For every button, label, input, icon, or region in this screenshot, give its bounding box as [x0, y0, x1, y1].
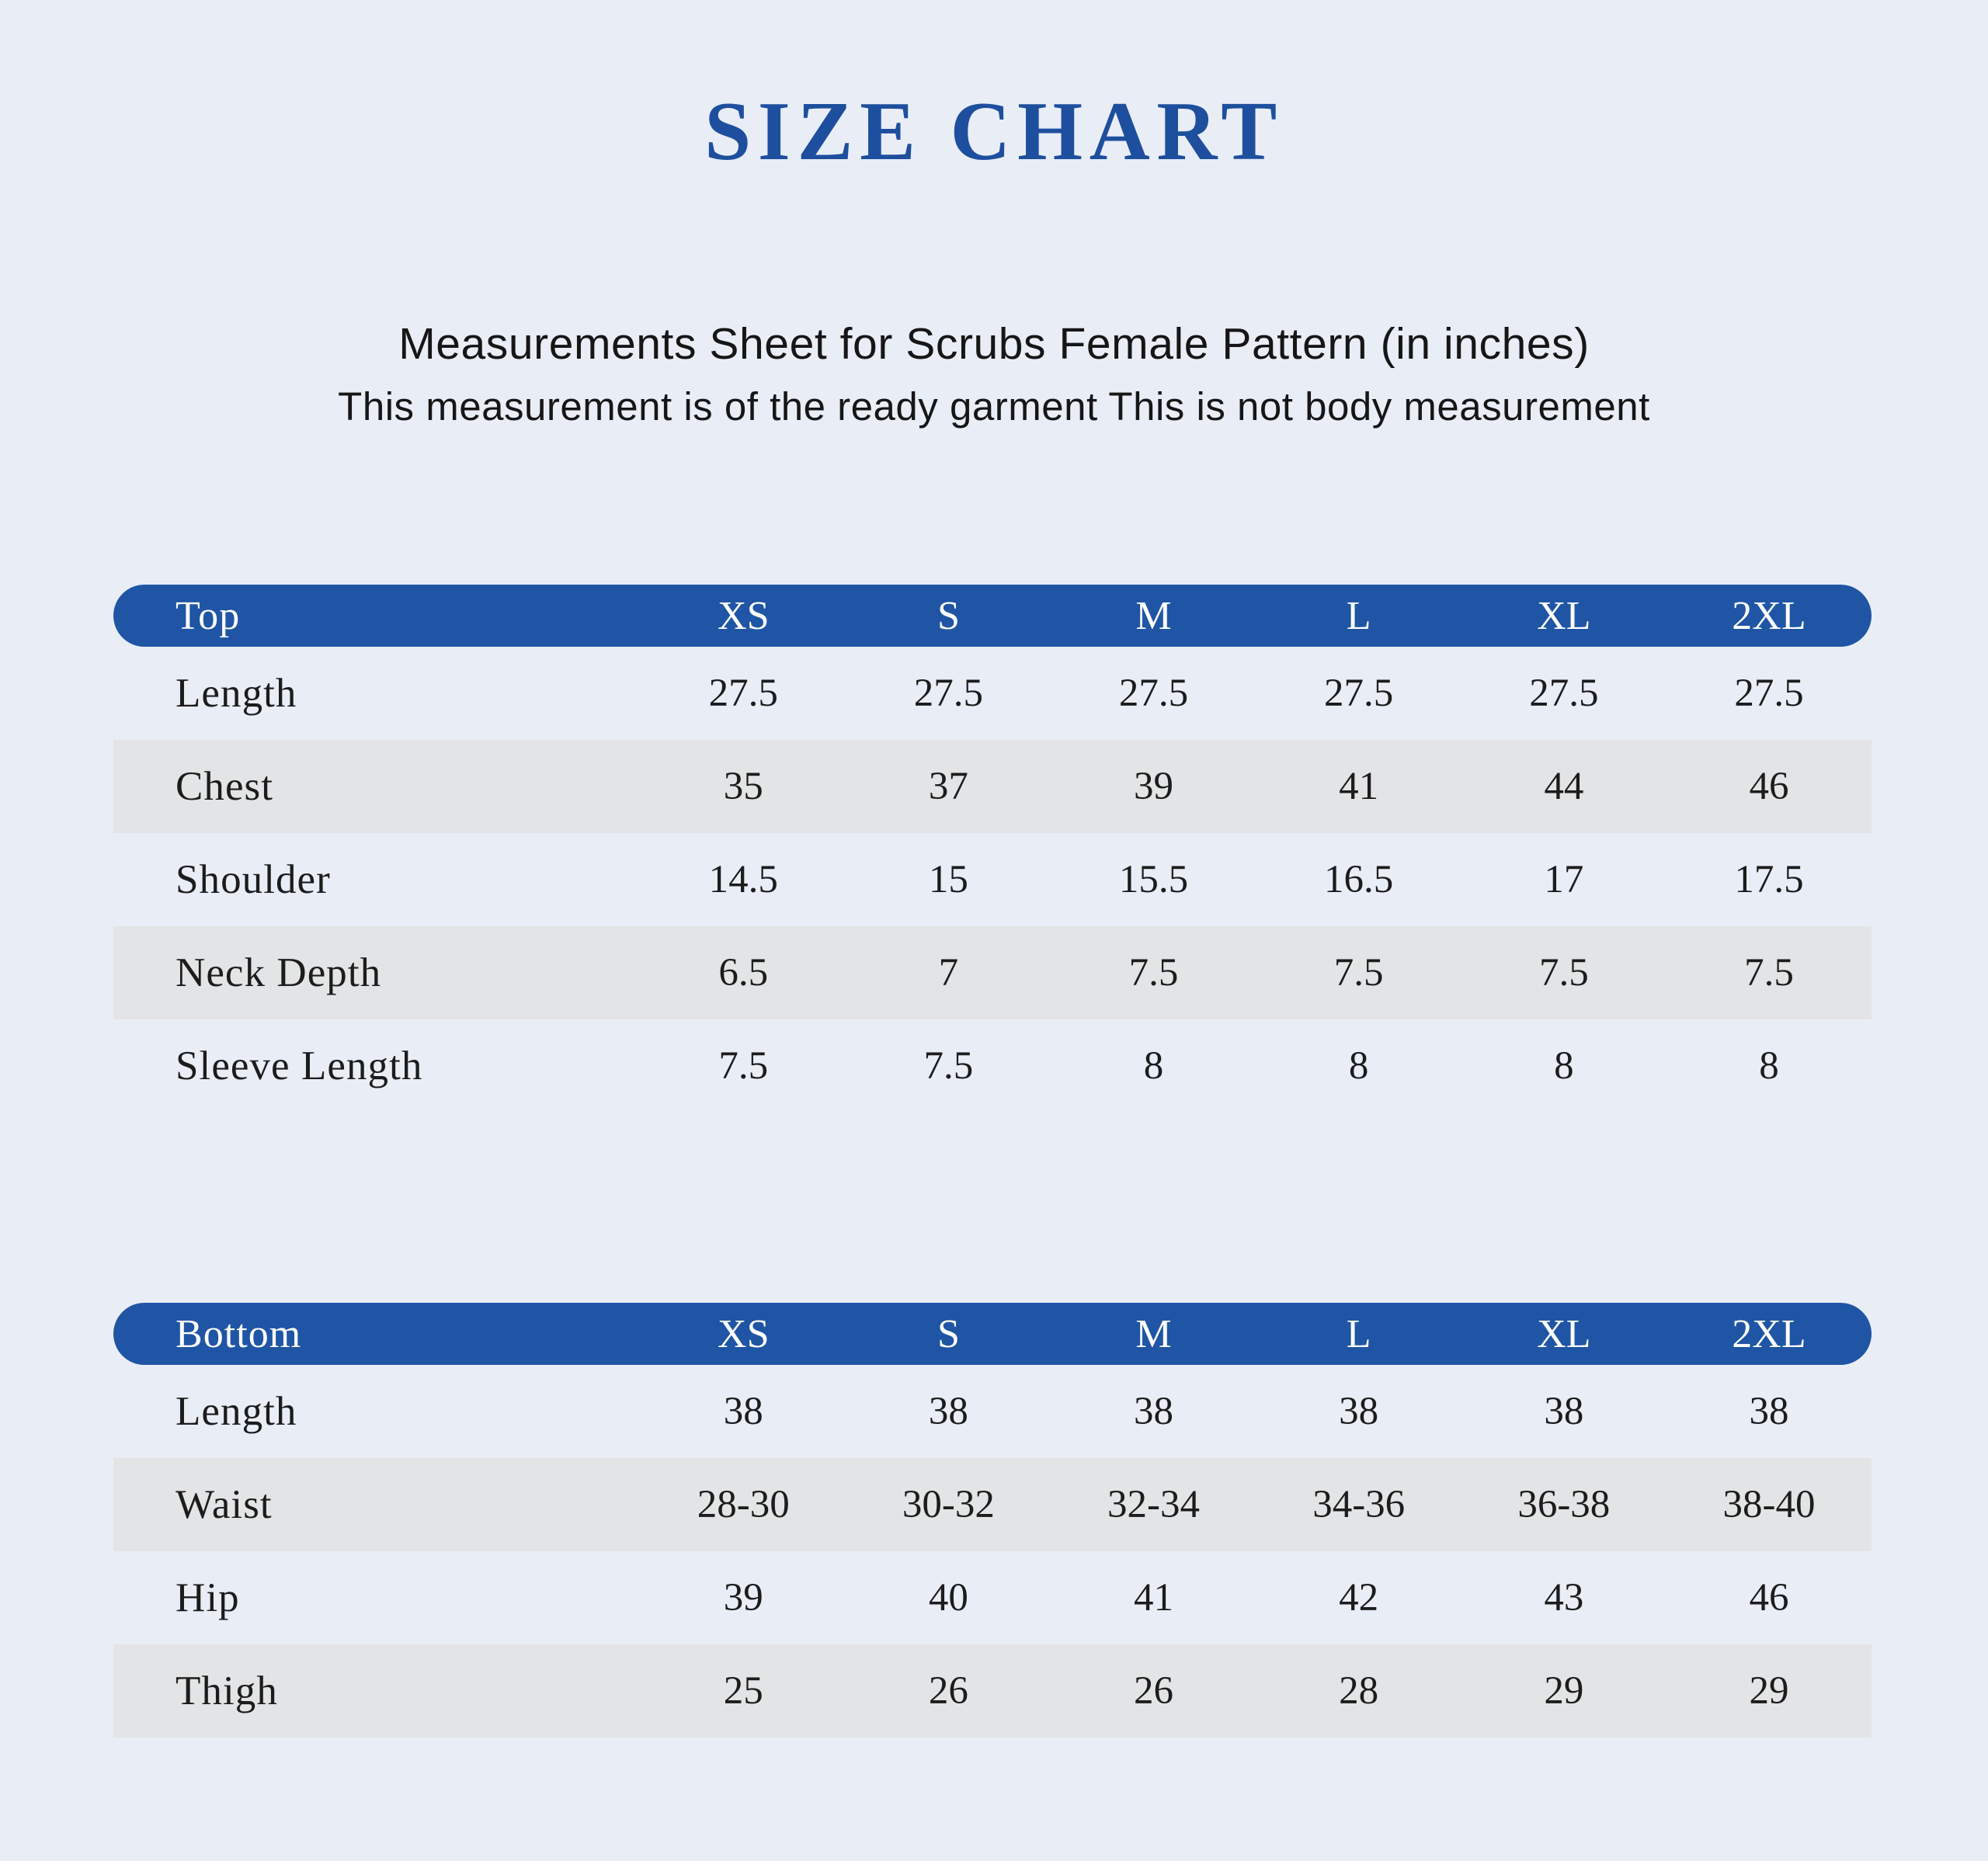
size-column-header: 2XL [1732, 593, 1806, 638]
row-label: Sleeve Length [176, 1043, 423, 1088]
table-title: Top [176, 593, 241, 638]
measurement-value: 28-30 [697, 1483, 790, 1526]
table-row: Length 38 38 38 38 38 38 [113, 1365, 1872, 1458]
size-column-header: M [1135, 1311, 1172, 1356]
measurement-value: 7.5 [1538, 951, 1589, 995]
measurement-value: 26 [928, 1669, 968, 1713]
measurement-value: 15.5 [1118, 858, 1189, 901]
row-label: Thigh [176, 1668, 278, 1713]
size-table-top: Top XS S M L XL 2XL Length 27.5 27.5 27.5 27.5 27.5 2… [113, 585, 1872, 1113]
measurement-value: 41 [1339, 765, 1379, 808]
measurement-value: 38-40 [1722, 1483, 1816, 1526]
table-row: Shoulder 14.5 15 15.5 16.5 17 17.5 [113, 833, 1872, 926]
measurement-value: 44 [1544, 765, 1584, 808]
measurement-value: 29 [1544, 1669, 1584, 1713]
size-column-header: S [937, 1311, 960, 1356]
measurement-value: 7.5 [718, 1044, 769, 1088]
measurement-value: 35 [723, 765, 763, 808]
measurement-value: 37 [928, 765, 968, 808]
table-title: Bottom [176, 1311, 302, 1356]
row-label: Neck Depth [176, 950, 382, 995]
table-row: Sleeve Length 7.5 7.5 8 8 8 8 [113, 1019, 1872, 1113]
measurement-value: 32-34 [1107, 1483, 1201, 1526]
measurement-value: 27.5 [708, 672, 778, 715]
measurement-value: 38 [1339, 1390, 1379, 1433]
measurement-value: 27.5 [913, 672, 984, 715]
size-column-header: XS [718, 593, 770, 638]
table-row: Neck Depth 6.5 7 7.5 7.5 7.5 7.5 [113, 926, 1872, 1019]
subtitle-line2: This measurement is of the ready garment… [338, 384, 1650, 429]
size-column-header: XS [718, 1311, 770, 1356]
measurement-value: 17.5 [1734, 858, 1804, 901]
size-column-header: L [1346, 593, 1371, 638]
measurement-value: 41 [1134, 1576, 1174, 1620]
table-row: Chest 35 37 39 41 44 46 [113, 740, 1872, 833]
measurement-value: 8 [1143, 1044, 1164, 1088]
row-label: Shoulder [176, 857, 331, 902]
table-row: Hip 39 40 41 42 43 46 [113, 1551, 1872, 1644]
measurement-value: 39 [723, 1576, 763, 1620]
size-column-header: XL [1537, 1311, 1591, 1356]
measurement-value: 27.5 [1529, 672, 1599, 715]
measurement-value: 38 [1134, 1390, 1174, 1433]
row-label: Waist [176, 1482, 273, 1527]
size-column-header: L [1346, 1311, 1371, 1356]
measurement-value: 30-32 [902, 1483, 995, 1526]
measurement-value: 16.5 [1324, 858, 1394, 901]
table-row: Thigh 25 26 26 28 29 29 [113, 1644, 1872, 1738]
measurement-value: 14.5 [708, 858, 778, 901]
row-label: Length [176, 1389, 297, 1434]
table-header-row: Bottom XS S M L XL 2XL [113, 1303, 1872, 1365]
measurement-value: 36-38 [1517, 1483, 1611, 1526]
measurement-value: 8 [1554, 1044, 1574, 1088]
subtitle-line1: Measurements Sheet for Scrubs Female Pat… [398, 319, 1590, 369]
measurement-value: 26 [1134, 1669, 1174, 1713]
size-tables-container: Top XS S M L XL 2XL Length 27.5 27.5 27.5 27.5 27.5 2… [113, 585, 1872, 1738]
measurement-value: 25 [723, 1669, 763, 1713]
size-column-header: 2XL [1732, 1311, 1806, 1356]
measurement-value: 15 [928, 858, 968, 901]
measurement-value: 38 [1749, 1390, 1789, 1433]
measurement-value: 6.5 [718, 951, 769, 995]
measurement-value: 7.5 [1128, 951, 1179, 995]
table-row: Waist 28-30 30-32 32-34 34-36 36-38 38-40 [113, 1458, 1872, 1551]
table-row: Length 27.5 27.5 27.5 27.5 27.5 27.5 [113, 647, 1872, 740]
measurement-value: 40 [928, 1576, 968, 1620]
measurement-value: 38 [723, 1390, 763, 1433]
measurement-value: 27.5 [1324, 672, 1394, 715]
measurement-value: 8 [1348, 1044, 1369, 1088]
row-label: Length [176, 671, 297, 716]
table-header-row: Top XS S M L XL 2XL [113, 585, 1872, 647]
row-label: Chest [176, 764, 274, 809]
measurement-value: 34-36 [1312, 1483, 1406, 1526]
measurement-value: 42 [1339, 1576, 1379, 1620]
measurement-value: 8 [1759, 1044, 1779, 1088]
row-label: Hip [176, 1575, 240, 1620]
measurement-value: 29 [1749, 1669, 1789, 1713]
measurement-value: 43 [1544, 1576, 1584, 1620]
measurement-value: 27.5 [1118, 672, 1189, 715]
subtitle-block: Measurements Sheet for Scrubs Female Pat… [0, 318, 1988, 429]
size-column-header: XL [1537, 593, 1591, 638]
page-title: SIZE CHART [704, 85, 1284, 178]
measurement-value: 28 [1339, 1669, 1379, 1713]
measurement-value: 27.5 [1734, 672, 1804, 715]
measurement-value: 46 [1749, 1576, 1789, 1620]
measurement-value: 38 [928, 1390, 968, 1433]
measurement-value: 7.5 [1744, 951, 1794, 995]
measurement-value: 7.5 [1333, 951, 1384, 995]
measurement-value: 17 [1544, 858, 1584, 901]
measurement-value: 7.5 [923, 1044, 974, 1088]
size-table-bottom: Bottom XS S M L XL 2XL Length 38 38 38 38 38 38 Waist 2… [113, 1303, 1872, 1738]
measurement-value: 38 [1544, 1390, 1584, 1433]
size-column-header: S [937, 593, 960, 638]
measurement-value: 46 [1749, 765, 1789, 808]
size-column-header: M [1135, 593, 1172, 638]
size-chart-page: SIZE CHART Measurements Sheet for Scrubs… [0, 85, 1988, 1738]
measurement-value: 39 [1134, 765, 1174, 808]
measurement-value: 7 [938, 951, 959, 995]
